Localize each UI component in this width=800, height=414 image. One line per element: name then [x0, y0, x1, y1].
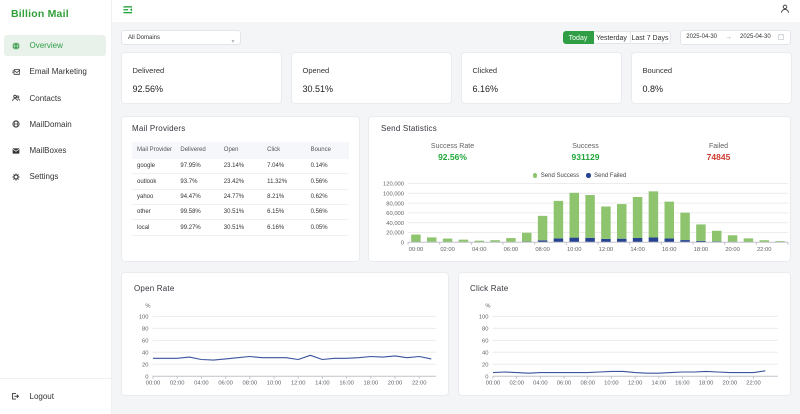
svg-text:10:00: 10:00: [604, 381, 619, 387]
svg-text:00:00: 00:00: [145, 381, 160, 387]
svg-text:20: 20: [482, 362, 488, 368]
svg-text:100,000: 100,000: [383, 192, 404, 198]
svg-text:80: 80: [142, 327, 148, 333]
svg-text:04:00: 04:00: [194, 381, 209, 387]
svg-text:06:00: 06:00: [218, 381, 233, 387]
svg-text:0: 0: [401, 241, 404, 247]
svg-text:40: 40: [482, 351, 488, 357]
svg-text:04:00: 04:00: [472, 247, 487, 253]
svg-text:16:00: 16:00: [662, 247, 677, 253]
svg-text:12:00: 12:00: [290, 381, 305, 387]
svg-text:22:00: 22:00: [746, 381, 761, 387]
svg-text:20: 20: [142, 362, 148, 368]
svg-text:20:00: 20:00: [725, 247, 740, 253]
svg-text:20,000: 20,000: [386, 231, 404, 237]
svg-text:14:00: 14:00: [315, 381, 330, 387]
svg-text:10:00: 10:00: [567, 247, 582, 253]
svg-text:60: 60: [142, 339, 148, 345]
svg-text:14:00: 14:00: [630, 247, 645, 253]
svg-text:00:00: 00:00: [485, 381, 500, 387]
svg-text:120,000: 120,000: [383, 182, 404, 188]
svg-text:80,000: 80,000: [386, 201, 404, 207]
svg-text:18:00: 18:00: [694, 247, 709, 253]
svg-text:14:00: 14:00: [651, 381, 666, 387]
svg-text:10:00: 10:00: [266, 381, 281, 387]
svg-text:22:00: 22:00: [411, 381, 426, 387]
svg-text:08:00: 08:00: [535, 247, 550, 253]
svg-text:02:00: 02:00: [169, 381, 184, 387]
svg-text:04:00: 04:00: [533, 381, 548, 387]
svg-text:12:00: 12:00: [599, 247, 614, 253]
svg-text:22:00: 22:00: [757, 247, 772, 253]
svg-text:80: 80: [482, 327, 488, 333]
svg-text:08:00: 08:00: [580, 381, 595, 387]
svg-text:20:00: 20:00: [722, 381, 737, 387]
svg-text:06:00: 06:00: [556, 381, 571, 387]
svg-text:18:00: 18:00: [698, 381, 713, 387]
svg-text:%: %: [145, 303, 150, 309]
svg-text:0: 0: [145, 374, 148, 380]
svg-text:18:00: 18:00: [363, 381, 378, 387]
svg-text:20:00: 20:00: [387, 381, 402, 387]
svg-text:60: 60: [482, 339, 488, 345]
svg-text:40: 40: [142, 351, 148, 357]
svg-text:12:00: 12:00: [627, 381, 642, 387]
svg-text:06:00: 06:00: [504, 247, 519, 253]
svg-text:100: 100: [478, 315, 488, 321]
svg-text:0: 0: [485, 374, 488, 380]
svg-text:00:00: 00:00: [409, 247, 424, 253]
svg-text:16:00: 16:00: [675, 381, 690, 387]
svg-text:08:00: 08:00: [242, 381, 257, 387]
svg-text:100: 100: [138, 315, 148, 321]
svg-text:%: %: [485, 303, 490, 309]
svg-text:40,000: 40,000: [386, 221, 404, 227]
svg-text:60,000: 60,000: [386, 211, 404, 217]
svg-text:02:00: 02:00: [440, 247, 455, 253]
svg-text:16:00: 16:00: [339, 381, 354, 387]
svg-text:02:00: 02:00: [509, 381, 524, 387]
